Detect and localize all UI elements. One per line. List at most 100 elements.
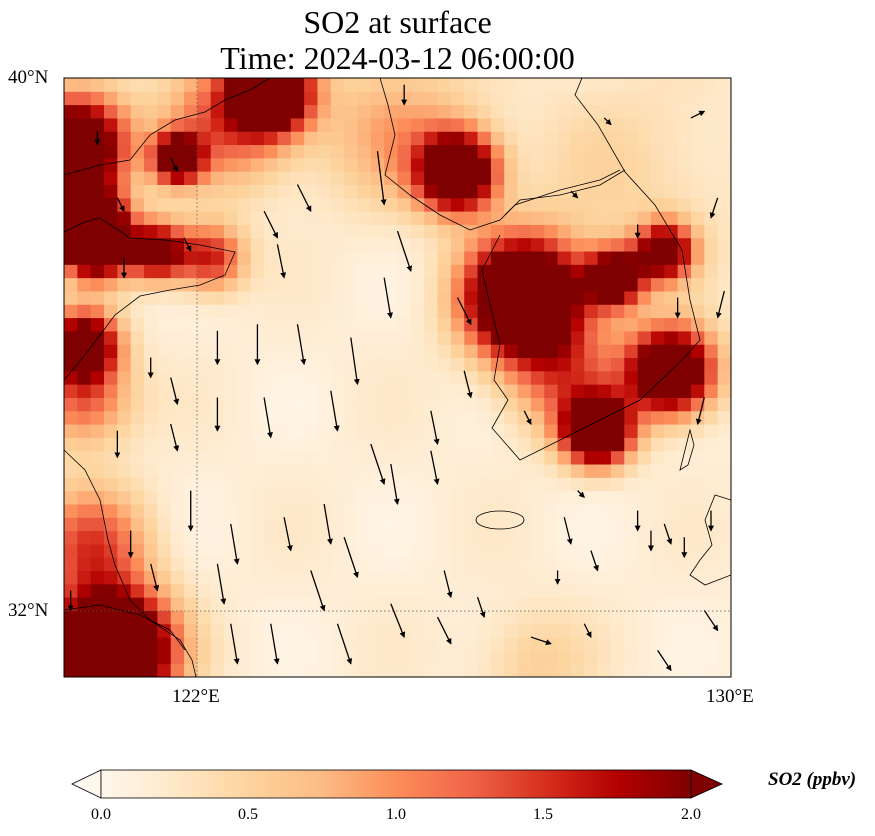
so2-cell: [184, 290, 198, 305]
so2-cell: [264, 637, 278, 651]
so2-cell: [370, 637, 385, 651]
wind-arrow: [463, 370, 473, 399]
so2-cell: [570, 530, 585, 545]
so2-cell: [664, 277, 679, 292]
so2-cell: [464, 317, 479, 332]
so2-cell: [610, 171, 625, 185]
so2-cell: [64, 610, 78, 625]
so2-cell: [650, 424, 665, 438]
so2-cell: [370, 304, 385, 319]
so2-cell: [197, 264, 212, 279]
so2-cell: [504, 424, 519, 438]
so2-cell: [237, 650, 252, 665]
xtick-label-130e: 130°E: [706, 686, 754, 707]
so2-cell: [410, 264, 425, 279]
so2-cell: [184, 117, 198, 132]
so2-cell: [450, 663, 465, 677]
so2-cell: [290, 583, 305, 598]
so2-cell: [450, 583, 465, 598]
so2-cell: [344, 317, 358, 332]
so2-cell: [544, 144, 559, 159]
so2-cell: [610, 131, 625, 146]
so2-cell: [357, 224, 372, 239]
so2-cell: [370, 503, 385, 518]
so2-cell: [557, 623, 572, 638]
so2-cell: [410, 344, 425, 359]
so2-cell: [690, 503, 705, 518]
so2-cell: [90, 317, 105, 332]
so2-cell: [624, 251, 639, 265]
so2-cell: [157, 503, 172, 518]
so2-cell: [437, 117, 452, 132]
so2-cell: [197, 530, 212, 545]
so2-cell: [170, 503, 185, 518]
so2-cell: [250, 384, 265, 398]
so2-cell: [370, 583, 385, 598]
so2-cell: [290, 610, 305, 625]
so2-cell: [104, 637, 118, 651]
so2-cell: [290, 290, 305, 305]
so2-cell: [410, 237, 425, 252]
so2-cell: [597, 277, 612, 292]
wind-arrow: [230, 523, 240, 565]
so2-cell: [664, 78, 679, 92]
so2-cell: [424, 344, 439, 359]
so2-cell: [650, 224, 665, 239]
wind-arrow: [330, 390, 340, 432]
so2-cell: [477, 144, 492, 159]
so2-cell: [624, 197, 639, 212]
so2-cell: [90, 184, 105, 199]
so2-cell: [597, 184, 612, 199]
so2-cell: [210, 78, 225, 92]
so2-cell: [290, 304, 305, 319]
so2-cell: [397, 637, 412, 651]
so2-cell: [717, 357, 731, 372]
so2-cell: [384, 157, 398, 172]
so2-cell: [557, 104, 572, 119]
so2-cell: [597, 663, 612, 677]
so2-cell: [610, 477, 625, 492]
so2-cell: [464, 277, 479, 292]
so2-cell: [170, 317, 185, 332]
so2-cell: [237, 663, 252, 677]
so2-cell: [597, 290, 612, 305]
so2-cell: [424, 211, 439, 225]
so2-cell: [130, 117, 145, 132]
so2-cell: [317, 78, 332, 92]
so2-cell: [584, 144, 599, 159]
so2-cell: [477, 91, 492, 106]
so2-cell: [530, 530, 545, 545]
so2-cell: [277, 171, 292, 185]
wind-arrow: [523, 410, 532, 425]
so2-cell: [557, 464, 572, 478]
so2-cell: [197, 384, 212, 398]
so2-cell: [330, 117, 345, 132]
so2-cell: [224, 623, 238, 638]
so2-cell: [584, 490, 599, 505]
so2-cell: [290, 197, 305, 212]
so2-cell: [250, 131, 265, 146]
so2-cell: [397, 317, 412, 332]
so2-cell: [237, 91, 252, 106]
wind-arrow: [216, 563, 227, 605]
so2-cell: [610, 397, 625, 412]
so2-cell: [90, 224, 105, 239]
so2-cell: [370, 91, 385, 106]
so2-cell: [144, 264, 158, 279]
so2-cell: [624, 144, 639, 159]
so2-cell: [690, 277, 705, 292]
so2-cell: [170, 397, 185, 412]
so2-cell: [437, 384, 452, 398]
coastline-korea-west: [379, 78, 621, 231]
so2-cell: [624, 424, 639, 438]
so2-cell: [450, 144, 465, 159]
so2-cell: [597, 583, 612, 598]
so2-cell: [77, 344, 92, 359]
so2-cell: [517, 144, 532, 159]
so2-cell: [717, 290, 731, 305]
so2-cell: [157, 637, 172, 651]
so2-cell: [450, 570, 465, 585]
so2-cell: [184, 184, 198, 199]
so2-cell: [130, 264, 145, 279]
so2-cell: [384, 637, 398, 651]
